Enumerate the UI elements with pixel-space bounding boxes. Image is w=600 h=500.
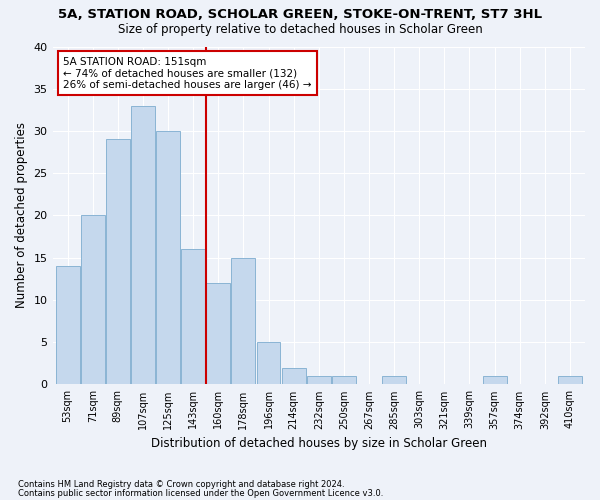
Bar: [181, 250, 205, 384]
Text: Size of property relative to detached houses in Scholar Green: Size of property relative to detached ho…: [118, 22, 482, 36]
Bar: [257, 342, 280, 384]
Bar: [106, 140, 130, 384]
Bar: [558, 376, 582, 384]
Text: 5A STATION ROAD: 151sqm
← 74% of detached houses are smaller (132)
26% of semi-d: 5A STATION ROAD: 151sqm ← 74% of detache…: [63, 56, 311, 90]
Text: 5A, STATION ROAD, SCHOLAR GREEN, STOKE-ON-TRENT, ST7 3HL: 5A, STATION ROAD, SCHOLAR GREEN, STOKE-O…: [58, 8, 542, 20]
Bar: [206, 283, 230, 384]
Bar: [232, 258, 256, 384]
Text: Contains public sector information licensed under the Open Government Licence v3: Contains public sector information licen…: [18, 488, 383, 498]
Y-axis label: Number of detached properties: Number of detached properties: [15, 122, 28, 308]
Bar: [81, 216, 104, 384]
Bar: [282, 368, 305, 384]
X-axis label: Distribution of detached houses by size in Scholar Green: Distribution of detached houses by size …: [151, 437, 487, 450]
Bar: [56, 266, 80, 384]
Bar: [332, 376, 356, 384]
Bar: [156, 131, 180, 384]
Bar: [131, 106, 155, 384]
Bar: [307, 376, 331, 384]
Bar: [382, 376, 406, 384]
Bar: [482, 376, 506, 384]
Text: Contains HM Land Registry data © Crown copyright and database right 2024.: Contains HM Land Registry data © Crown c…: [18, 480, 344, 489]
